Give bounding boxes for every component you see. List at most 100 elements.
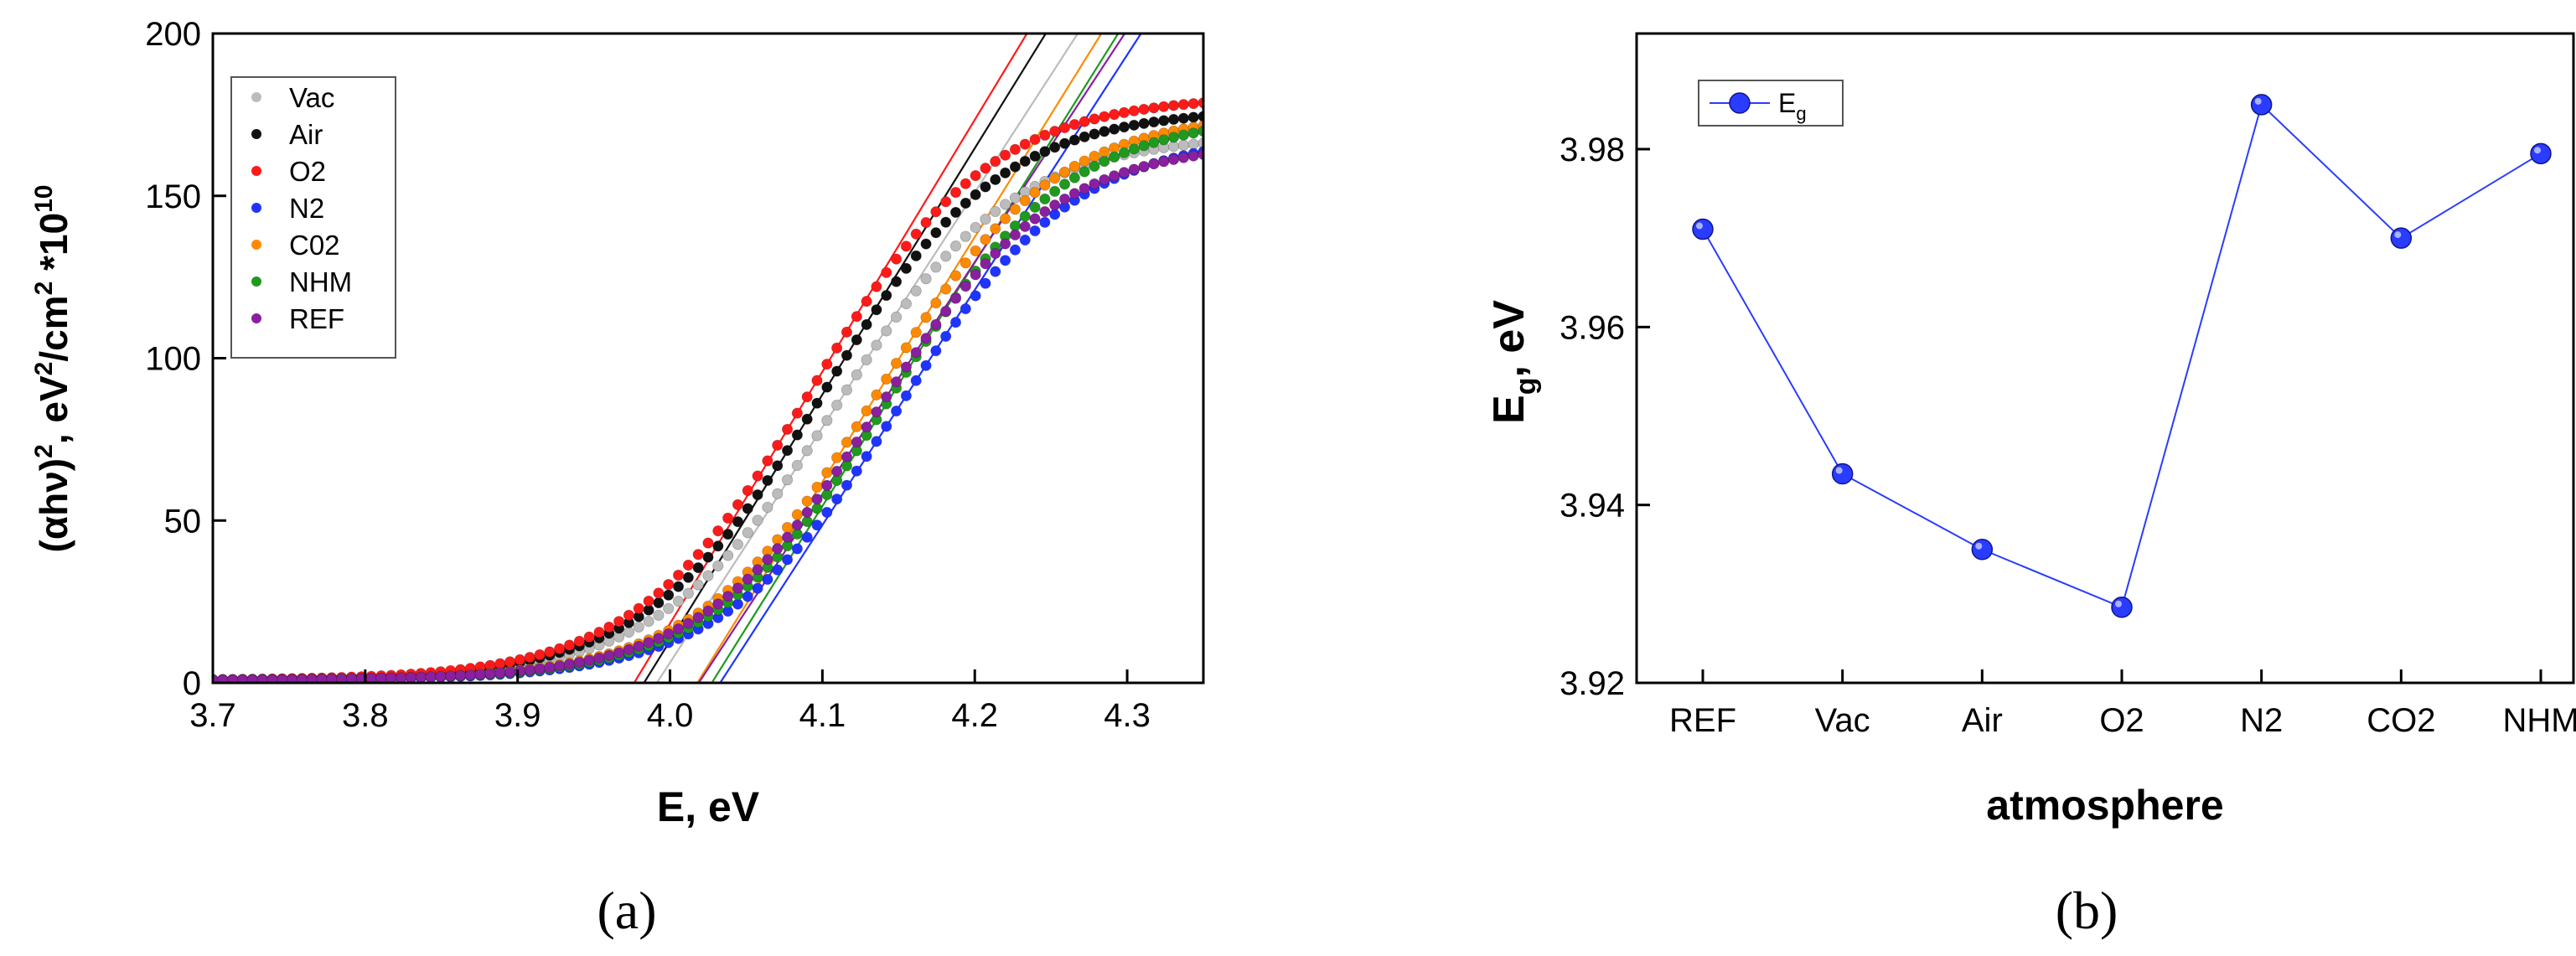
data-point-ref — [583, 654, 595, 666]
data-point-ref — [1099, 173, 1110, 186]
legend-label-n2: N2 — [289, 193, 324, 224]
data-point-air — [851, 333, 862, 346]
data-point-o2 — [663, 578, 675, 591]
legend-label-eg: Eg — [1778, 88, 1807, 124]
data-point-n2 — [881, 421, 892, 432]
x-tick-label: 3.9 — [494, 697, 541, 734]
data-point-nhm — [1109, 151, 1120, 163]
data-point-c02 — [871, 389, 882, 400]
data-point-o2 — [573, 635, 585, 647]
legend-marker-ref — [251, 313, 261, 323]
data-point-ref — [514, 665, 526, 677]
data-point-air — [801, 413, 813, 425]
data-point-highlight — [1696, 222, 1703, 230]
data-point-air — [1049, 142, 1061, 153]
data-point-air — [712, 540, 724, 552]
data-point-o2 — [1039, 129, 1051, 141]
data-point-o2 — [1128, 105, 1140, 116]
data-point-air — [1068, 134, 1080, 146]
data-point-c02 — [980, 234, 991, 245]
data-point-c02 — [1039, 179, 1051, 191]
data-point-air — [682, 571, 694, 583]
data-point-vac — [831, 399, 843, 411]
data-point-ref — [841, 451, 853, 462]
data-point-ref — [791, 519, 803, 531]
data-point-air — [930, 227, 942, 239]
legend-marker-o2 — [251, 166, 261, 176]
data-point-o2 — [732, 499, 744, 510]
data-point-n2 — [930, 345, 942, 357]
data-point-nhm — [1029, 201, 1041, 213]
data-point-nhm — [821, 488, 833, 501]
data-point-vac — [861, 354, 872, 366]
data-point-vac — [1009, 192, 1022, 204]
data-point-ref — [1692, 218, 1714, 240]
data-point-air — [890, 276, 903, 287]
data-point-vac — [772, 488, 784, 499]
data-point-o2 — [643, 595, 654, 607]
data-point-n2 — [1029, 225, 1041, 237]
data-point-ref — [1148, 158, 1160, 170]
data-point-c02 — [1019, 194, 1031, 207]
data-point-n2 — [920, 359, 932, 371]
data-point-vac — [821, 415, 833, 426]
data-point-air — [732, 516, 744, 528]
data-point-nhm — [1187, 127, 1199, 139]
data-point-o2 — [980, 163, 991, 174]
data-point-ref — [474, 669, 486, 680]
data-point-n2 — [2250, 94, 2273, 116]
x-tick-label: 4.3 — [1104, 697, 1151, 734]
data-point-air — [742, 503, 753, 514]
data-point-air — [1128, 119, 1140, 131]
data-point-c02 — [1029, 187, 1041, 199]
data-point-nhm — [1167, 132, 1180, 143]
data-point-ref — [801, 506, 813, 519]
data-point-ref — [702, 605, 714, 617]
data-point-nhm — [1138, 140, 1150, 152]
data-point-ref — [732, 582, 744, 594]
fit-lines — [633, 34, 1142, 683]
data-point-ref — [1058, 193, 1071, 205]
data-point-vac — [900, 297, 913, 310]
data-point-c02 — [841, 437, 853, 448]
legend-box-a — [230, 76, 396, 359]
data-point-air — [1089, 128, 1100, 140]
data-point-ref — [940, 305, 952, 318]
data-point-o2 — [1177, 99, 1189, 111]
data-point-nhm — [1039, 193, 1051, 205]
data-point-ref — [593, 652, 605, 664]
data-point-vac — [990, 205, 1001, 218]
data-point-nhm — [831, 474, 843, 487]
data-point-ref — [920, 333, 932, 344]
data-point-ref — [692, 612, 704, 623]
data-point-ref — [653, 633, 665, 644]
data-point-ref — [871, 406, 882, 418]
data-point-c02 — [1079, 155, 1090, 167]
data-point-o2 — [722, 512, 734, 524]
data-point-c02 — [910, 327, 922, 338]
data-point-o2 — [623, 609, 635, 621]
data-point-co2 — [2390, 227, 2413, 249]
data-point-ref — [435, 670, 447, 682]
data-point-c02 — [970, 245, 981, 257]
data-point-ref — [494, 667, 506, 679]
data-point-o2 — [1167, 100, 1180, 111]
legend-marker-n2 — [251, 203, 261, 213]
data-point-vac — [949, 240, 962, 252]
data-point-o2 — [504, 656, 516, 668]
data-point-air — [1079, 131, 1090, 142]
data-point-air — [960, 197, 971, 209]
data-point-vac — [980, 214, 991, 225]
data-point-n2 — [960, 302, 971, 315]
data-point-n2 — [752, 582, 763, 594]
data-point-ref — [1109, 170, 1120, 182]
data-point-nhm — [1058, 178, 1071, 190]
data-point-nhm — [1177, 129, 1189, 141]
data-point-ref — [563, 659, 576, 670]
y-tick-label-b: 3.94 — [1560, 488, 1625, 525]
x-axis-label-a: E, eV — [657, 783, 760, 830]
data-point-o2 — [1158, 101, 1170, 112]
data-point-ref — [454, 669, 467, 681]
data-point-n2 — [940, 330, 952, 343]
